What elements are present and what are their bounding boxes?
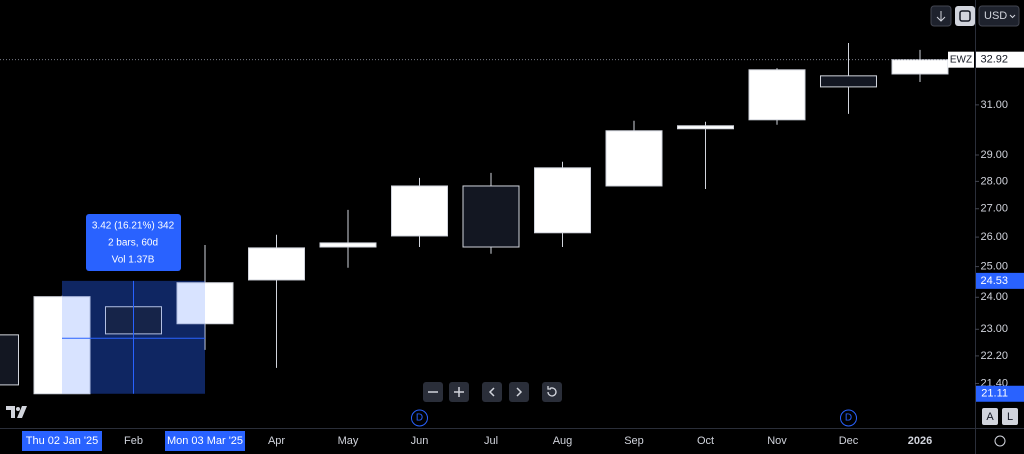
candle-body [319,242,377,248]
candle-body [33,296,91,395]
last-price-label: 32.92 [980,54,1008,66]
y-tick-label: 26.00 [980,231,1008,243]
measure-overlay [62,280,205,394]
measure-text: 3.42 (16.21%) 342 [92,221,175,232]
icon [488,387,495,397]
y-tick-label: 25.00 [980,261,1008,273]
y-tick-label: 27.00 [980,203,1008,215]
reset[interactable] [542,382,562,402]
y-tick-label: 28.00 [980,175,1008,187]
log-scale-button[interactable] [1002,408,1018,425]
symbol-tag: EWZ [950,54,972,65]
settings-button[interactable] [994,435,1006,447]
logo [6,406,27,418]
measure-text: Vol 1.37B [112,255,155,266]
dividend-marker [411,409,428,427]
measure-text: 2 bars, 60d [108,238,158,249]
currency-select[interactable] [978,5,1020,27]
x-tick-label: Sep [624,435,644,447]
candle-body [248,247,305,281]
x-tick-label: Jun [411,435,429,447]
y-tick-label: 24.00 [980,291,1008,303]
candle-body [391,185,448,237]
icon [547,386,557,397]
x-tick-label: Aug [553,435,573,447]
candle-body [891,59,949,75]
x-tick-label: Dec [839,435,859,447]
y-tick-label: 23.00 [980,323,1008,335]
icon [936,11,946,22]
candle-body [748,69,806,121]
y-tick-label: 29.00 [980,149,1008,161]
symbol-tag-bg [948,51,974,68]
candle-body [176,282,234,325]
logo [16,407,20,411]
price-label-bg [976,272,1024,289]
price-label-bg [976,385,1024,402]
candle-body [605,130,663,187]
icon [454,387,464,397]
x-tick-label: May [338,435,359,447]
candle-body [677,125,734,130]
auto-scale-label: A [986,411,994,423]
x-tick-label: Nov [767,435,787,447]
x-label-highlight [22,431,102,451]
dividend-marker [840,409,857,427]
measure-tooltip [86,214,181,271]
price-label: 24.53 [980,275,1008,287]
auto-scale-button[interactable] [982,408,998,425]
x-tick-label: Apr [268,435,285,447]
x-tick-label: Mon 03 Mar '25 [167,435,243,447]
icon [516,387,523,397]
icon [959,10,971,22]
scroll-left[interactable] [482,382,502,402]
x-label-highlight [165,431,245,451]
candle-body [534,167,591,234]
nav-buttons[interactable] [423,382,562,402]
candle-body [462,185,520,248]
x-tick-label: Oct [697,435,714,447]
plot: 31.00 29.00 28.00 27.00 26.00 25.00 24.00 23.00… [0,42,1024,451]
scroll-right[interactable] [509,382,529,402]
dividend-label: D [416,413,423,424]
fullscreen-button[interactable] [955,6,975,26]
price-label: 21.11 [981,388,1008,400]
candle-body [820,75,877,88]
currency: USD [984,10,1007,22]
last-price-bg [976,51,1024,68]
dividend-label: D [845,413,852,424]
candle-body [0,334,19,386]
icon [1009,14,1016,19]
log-scale-label: L [1007,411,1013,423]
y-tick-label: 31.00 [980,99,1008,111]
x-tick-label: Feb [124,435,143,447]
y-tick-label: 22.20 [980,350,1008,362]
x-tick-label: Jul [484,435,498,447]
x-tick-label: 2026 [908,435,932,447]
x-tick-label: Thu 02 Jan '25 [26,435,98,447]
